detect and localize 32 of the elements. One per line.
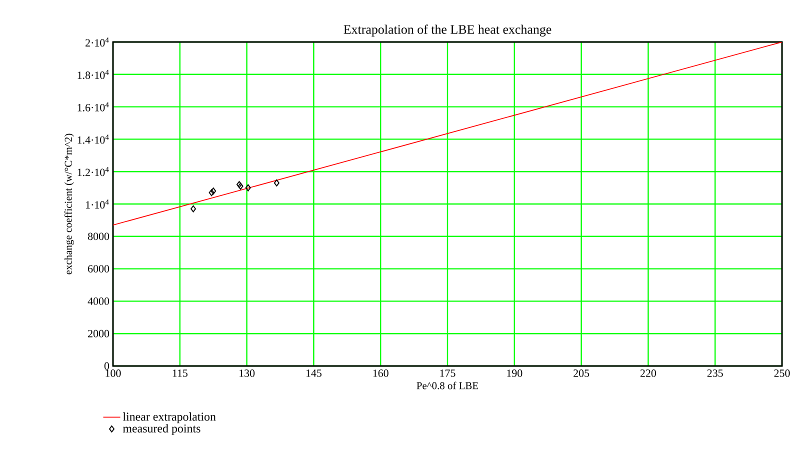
point xyxy=(274,179,280,186)
x-tick-label: 115 xyxy=(172,370,188,377)
point xyxy=(210,188,216,195)
y-tick-label: 1.4·10$^{4}$ xyxy=(78,134,109,144)
y-tick-label: 4000 xyxy=(88,298,110,305)
x-tick-label: 145 xyxy=(306,370,322,377)
legend-label: linear extrapolation xyxy=(122,412,216,424)
x-tick-label: 190 xyxy=(507,370,522,377)
x-tick-label: 160 xyxy=(373,370,388,377)
x-tick-label: 175 xyxy=(440,370,456,377)
y-tick-label: 6000 xyxy=(88,265,110,272)
chart-title: Extrapolation of the LBE heat exchange xyxy=(344,24,552,36)
y-tick-label: 1.8·10$^{4}$ xyxy=(78,70,109,79)
y-tick-label: 2000 xyxy=(88,330,110,338)
y-tick-label: 1·10$^{4}$ xyxy=(86,199,109,209)
x-tick-label: 235 xyxy=(707,370,723,377)
y-axis-title: exchange coefficient (w/°C*m^2) xyxy=(64,134,74,274)
x-tick-label: 220 xyxy=(640,370,656,377)
y-tick-label: 1.6·10$^{4}$ xyxy=(78,102,109,112)
legend-label: measured points xyxy=(122,424,200,435)
point xyxy=(190,205,196,212)
y-tick-label: 8000 xyxy=(88,232,110,240)
x-tick-label: 100 xyxy=(106,370,121,377)
x-axis-title: Pe^0.8 of LBE xyxy=(416,382,478,390)
y-tick-label: 0 xyxy=(104,362,110,370)
y-tick-label: 1.2·10$^{4}$ xyxy=(78,167,109,176)
x-tick-label: 130 xyxy=(240,370,255,377)
point xyxy=(208,189,214,196)
y-tick-label: 2·10$^{4}$ xyxy=(86,37,109,47)
x-tick-label: 205 xyxy=(574,370,590,377)
point xyxy=(245,184,251,192)
x-tick-label: 250 xyxy=(774,370,790,377)
